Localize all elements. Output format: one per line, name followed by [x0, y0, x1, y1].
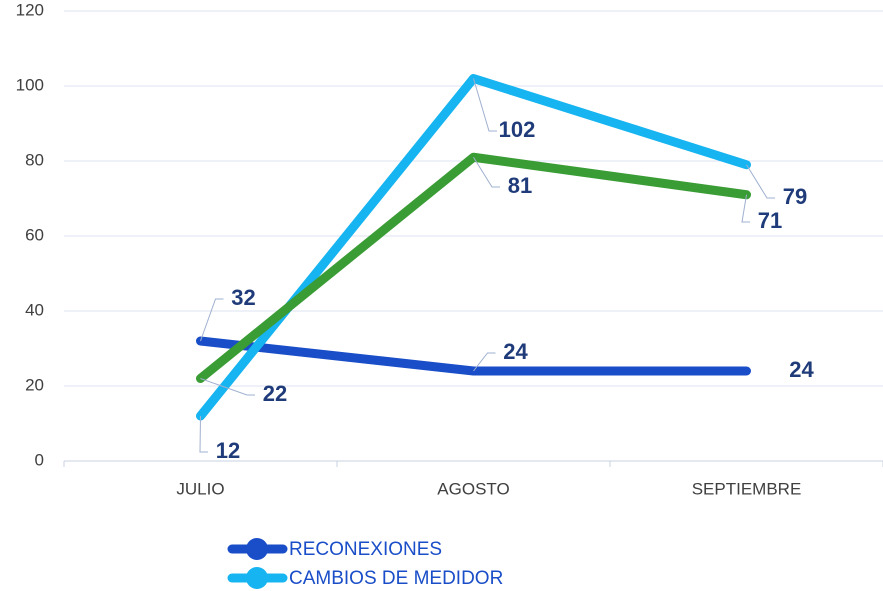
series-line — [196, 152, 751, 383]
y-tick-label: 0 — [35, 450, 44, 469]
legend-label: RECONEXIONES — [289, 539, 442, 560]
leader-line — [200, 298, 224, 342]
legend-label: CAMBIOS DE MEDIDOR — [289, 568, 503, 589]
series-line — [196, 336, 751, 376]
leader-line — [473, 78, 497, 132]
leader-line — [746, 164, 775, 199]
y-tick-label: 20 — [25, 375, 44, 394]
x-tick-label: JULIO — [176, 479, 224, 498]
leader-line — [741, 194, 750, 223]
legend-marker — [246, 538, 268, 560]
leader-line — [199, 415, 208, 453]
data-label: 12 — [216, 438, 240, 463]
y-tick-label: 80 — [25, 150, 44, 169]
leader-line — [473, 352, 496, 372]
data-label: 24 — [503, 339, 528, 364]
data-label: 24 — [789, 357, 814, 382]
x-tick-label: AGOSTO — [437, 479, 509, 498]
y-tick-label: 120 — [16, 0, 44, 19]
y-tick-label: 40 — [25, 300, 44, 319]
data-label: 71 — [758, 208, 782, 233]
legend-marker — [246, 567, 268, 589]
leader-line — [200, 378, 255, 396]
y-tick-label: 60 — [25, 225, 44, 244]
data-label: 32 — [231, 285, 255, 310]
data-label: 22 — [263, 381, 287, 406]
data-label: 81 — [508, 173, 532, 198]
y-tick-label: 100 — [16, 75, 44, 94]
leader-line — [473, 156, 500, 188]
series-line — [196, 74, 751, 421]
data-label: 79 — [783, 184, 807, 209]
data-label: 102 — [499, 117, 536, 142]
x-tick-label: SEPTIEMBRE — [692, 479, 802, 498]
